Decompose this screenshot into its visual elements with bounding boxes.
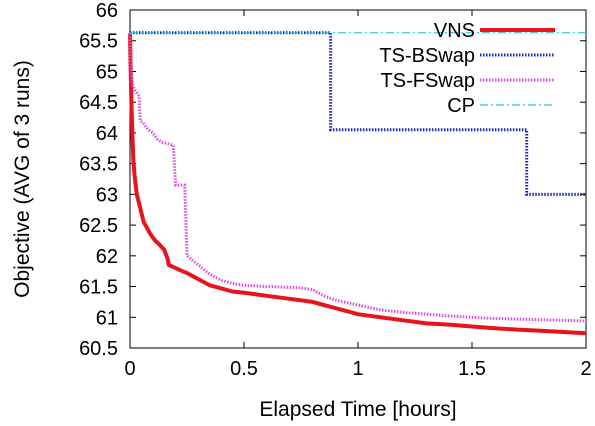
y-tick-label: 66 xyxy=(96,0,118,22)
y-tick-label: 62 xyxy=(96,246,118,268)
x-tick-label: 1 xyxy=(352,358,363,380)
series-line-ts-bswap xyxy=(130,31,586,196)
y-tick-label: 65.5 xyxy=(79,31,118,53)
y-tick-label: 62.5 xyxy=(79,215,118,237)
legend-label-cp: CP xyxy=(447,95,475,117)
y-tick-label: 63.5 xyxy=(79,154,118,176)
x-tick-label: 0 xyxy=(124,358,135,380)
y-axis-label: Objective (AVG of 3 runs) xyxy=(11,60,34,298)
series-line-ts-fswap xyxy=(128,33,587,323)
x-tick-label: 1.5 xyxy=(458,358,486,380)
series-line-vns xyxy=(128,33,587,336)
legend-label-ts-fswap: TS-FSwap xyxy=(381,70,475,92)
plot-frame xyxy=(129,9,587,349)
legend-label-vns: VNS xyxy=(434,20,475,42)
x-tick-label: 2 xyxy=(580,358,591,380)
y-tick-label: 61.5 xyxy=(79,277,118,299)
y-tick-label: 64 xyxy=(96,123,118,145)
legend: VNS TS-BSwap TS-FSwap CP xyxy=(379,20,555,117)
y-tick-label: 63 xyxy=(96,184,118,206)
y-tick-label: 65 xyxy=(96,61,118,83)
y-tick-label: 60.5 xyxy=(79,338,118,360)
legend-label-ts-bswap: TS-BSwap xyxy=(379,45,475,67)
x-axis-label: Elapsed Time [hours] xyxy=(259,398,456,421)
series-layer xyxy=(128,31,587,336)
y-tick-label: 61 xyxy=(96,307,118,329)
y-tick-label: 64.5 xyxy=(79,92,118,114)
x-tick-label: 0.5 xyxy=(230,358,258,380)
axis-ticks: 0 0.5 1 1.5 2 60.5 61 61.5 62 62.5 63 63.5 64 64.5 65 6… xyxy=(79,0,592,380)
